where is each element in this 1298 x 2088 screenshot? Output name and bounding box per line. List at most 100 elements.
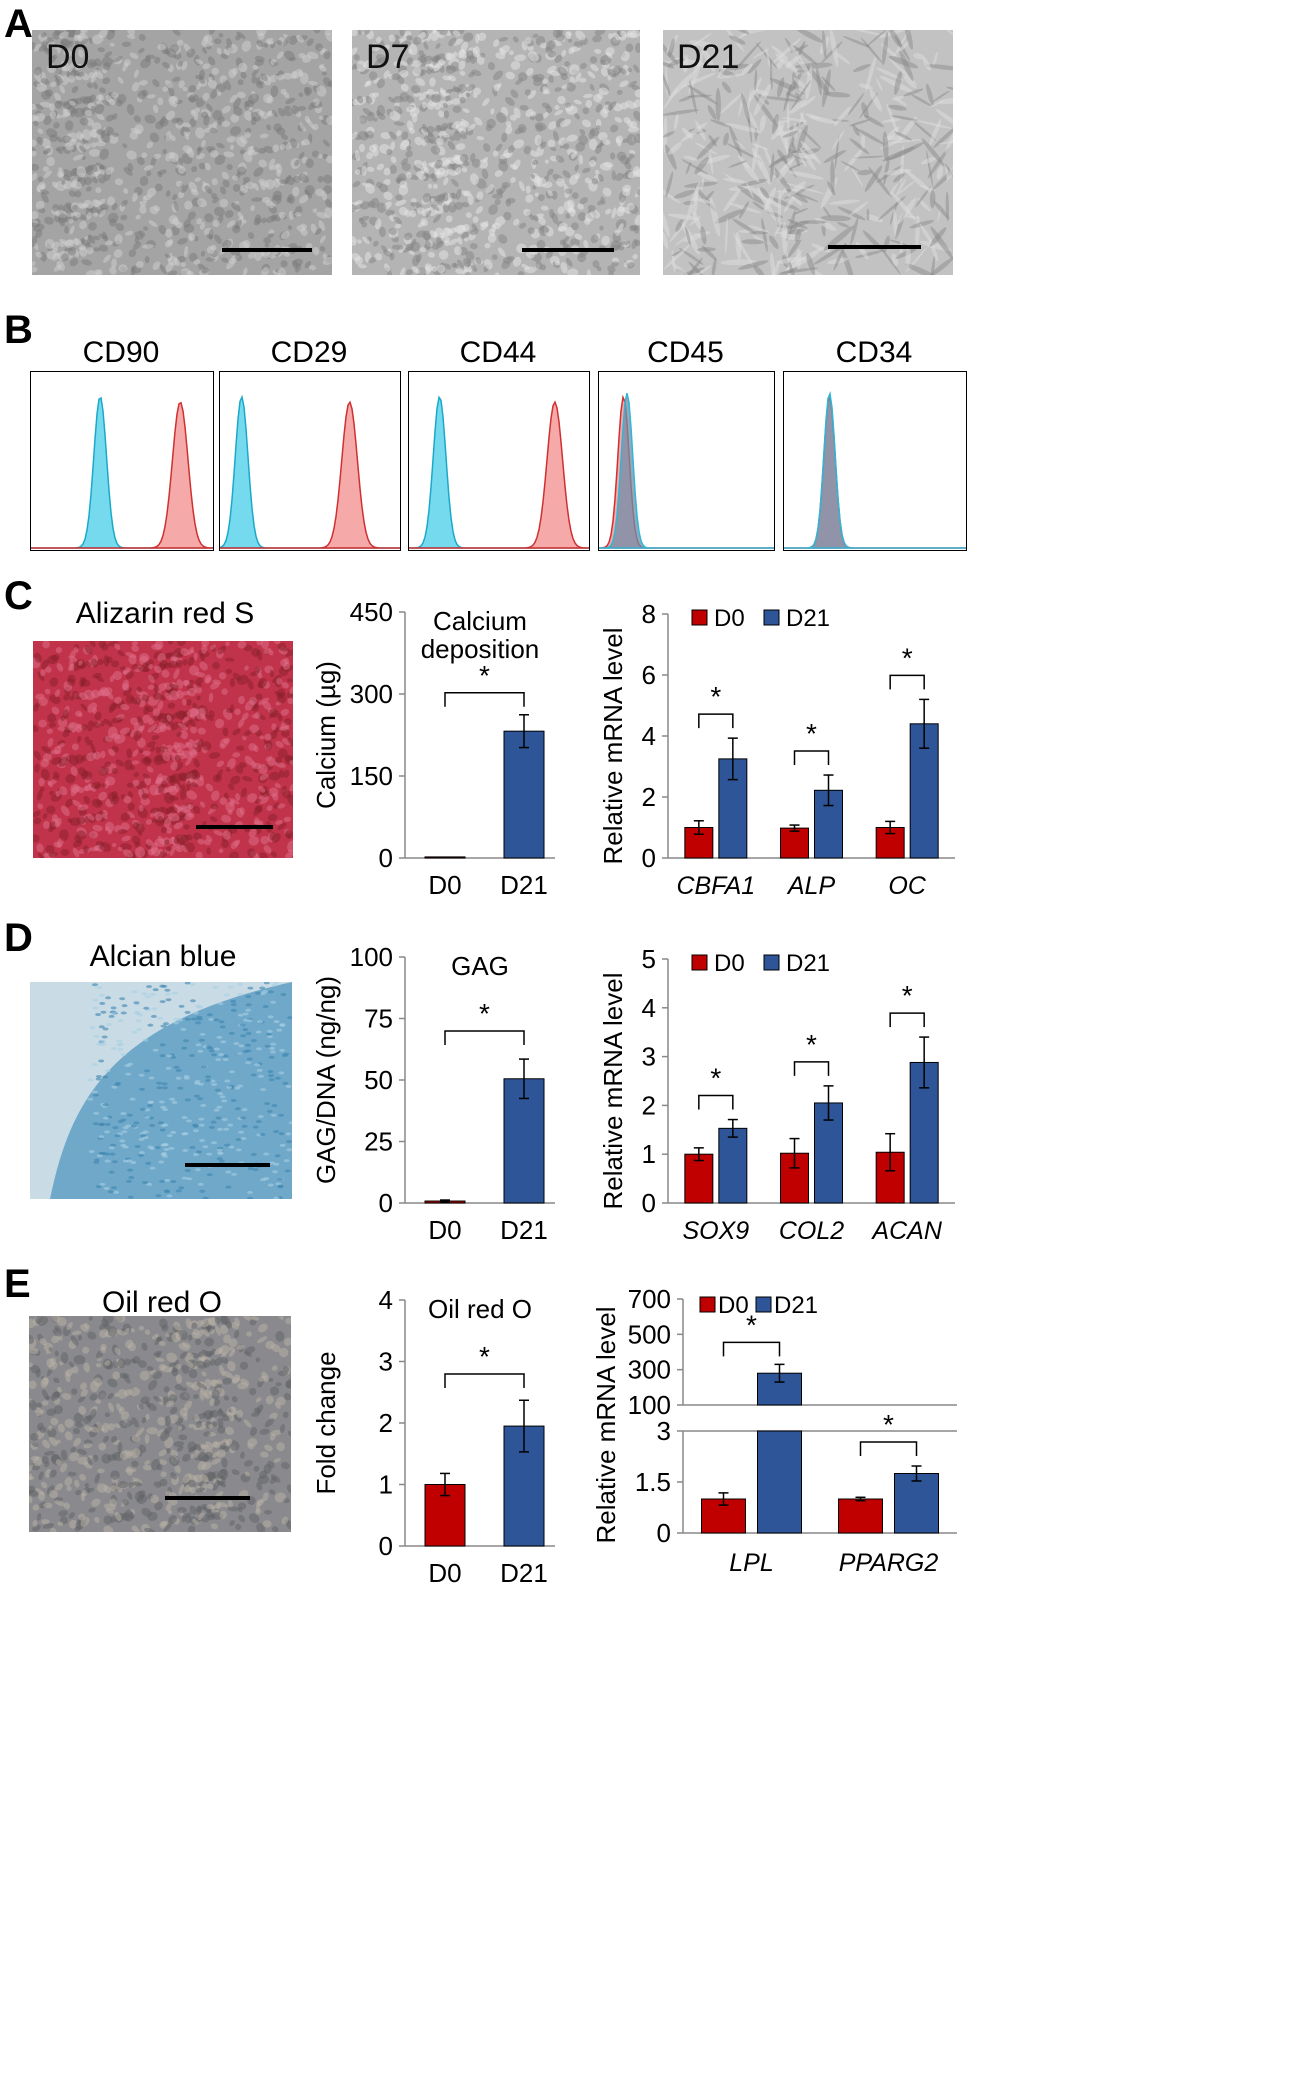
chart-title: deposition [421, 634, 540, 664]
legend-swatch [763, 609, 780, 626]
legend-label: D21 [786, 605, 830, 632]
bar-d21 [503, 1078, 545, 1204]
legend-label: D21 [786, 950, 830, 977]
x-tick-label: D21 [500, 870, 548, 900]
scale-bar [828, 245, 921, 249]
y-tick-label: 3 [379, 1347, 393, 1377]
significance-bracket [698, 713, 734, 729]
panel-letter-b: B [4, 308, 33, 352]
legend-label: D0 [714, 605, 745, 632]
flow-marker-label: CD29 [270, 336, 348, 369]
bar-d21 [718, 1127, 748, 1204]
significance-star: * [806, 1029, 817, 1060]
bar-d0 [424, 856, 466, 859]
y-tick-label: 4 [379, 1285, 393, 1315]
significance-bracket [889, 1012, 925, 1028]
y-tick-label: 0 [642, 1188, 656, 1218]
y-axis-label: Relative mRNA level [598, 973, 628, 1210]
adipogenic-mrna-chart: 100 300 500 700 0 1.5 3 Relative mRNA level LPL *… [591, 1284, 957, 1577]
calcium-deposition-chart: 0 150 300 450 Calcium (µg) D0 D21 Calciumdeposi… [311, 597, 555, 900]
y-tick-label: 100 [350, 942, 393, 972]
y-upper-tick-label: 300 [628, 1355, 671, 1385]
significance-bracket [793, 1061, 830, 1076]
y-tick-label: 50 [364, 1065, 393, 1095]
x-tick-label: ACAN [870, 1217, 942, 1245]
cell-texture-d7 [352, 30, 640, 275]
significance-star: * [479, 998, 490, 1029]
significance-bracket [793, 750, 830, 766]
micrograph-d0: D0 [32, 30, 332, 275]
y-tick-label: 1 [379, 1470, 393, 1500]
chondrogenic-mrna-chart: 0 1 2 3 4 5 Relative mRNA level SOX9 * COL2 * ACAN *… [598, 944, 955, 1245]
stain-texture [30, 982, 292, 1199]
bar-d0 [684, 1153, 714, 1204]
y-tick-label: 2 [642, 1090, 656, 1120]
legend-label: D21 [774, 1292, 818, 1319]
y-axis-label: Relative mRNA level [591, 1307, 621, 1544]
legend-label: D0 [714, 950, 745, 977]
micrograph-d21: D21 [663, 30, 953, 275]
legend-swatch [691, 609, 708, 626]
x-tick-label: SOX9 [682, 1217, 749, 1245]
micrograph-label-d7: D7 [366, 38, 410, 76]
y-axis-label: Calcium (µg) [311, 661, 341, 809]
x-tick-label: OC [888, 872, 926, 900]
y-axis-label: Fold change [311, 1351, 341, 1494]
y-tick-label: 8 [642, 599, 656, 629]
scale-bar [185, 1163, 270, 1167]
flow-histogram [598, 371, 775, 551]
x-tick-label: D0 [428, 870, 461, 900]
x-tick-label: D0 [428, 1558, 461, 1588]
x-tick-label: COL2 [779, 1217, 844, 1245]
bar-d21 [894, 1473, 939, 1534]
panel-letter-e: E [4, 1262, 31, 1306]
gag-chart: 0 25 50 75 100 GAG/DNA (ng/ng) D0 D21 GAG * [311, 942, 555, 1245]
significance-bracket [698, 1094, 734, 1110]
significance-bracket [889, 674, 925, 690]
x-tick-label: D21 [500, 1215, 548, 1245]
legend-swatch [699, 1296, 716, 1313]
panel-letter-a: A [4, 2, 33, 46]
significance-bracket [444, 1373, 525, 1388]
y-tick-label: 4 [642, 993, 656, 1023]
y-tick-label: 450 [350, 597, 393, 627]
significance-star: * [479, 1341, 490, 1372]
alizarin-red-image [33, 641, 293, 858]
stain-title-alizarin: Alizarin red S [75, 597, 255, 630]
flow-histogram [408, 371, 590, 551]
scale-bar [522, 248, 614, 252]
y-upper-tick-label: 500 [628, 1319, 671, 1349]
significance-star: * [883, 1409, 894, 1440]
x-tick-label: D0 [428, 1215, 461, 1245]
chart-title: GAG [451, 951, 509, 981]
panel-letter-c: C [4, 574, 33, 618]
bar-d0 [838, 1498, 883, 1534]
y-tick-label: 6 [642, 660, 656, 690]
y-upper-tick-label: 100 [628, 1390, 671, 1420]
bar-d0 [780, 827, 809, 859]
y-axis-label: Relative mRNA level [598, 628, 628, 865]
scale-bar [222, 248, 312, 252]
oil-red-o-chart: 0 1 2 3 4 Fold change D0 D21 Oil red O * [311, 1285, 555, 1588]
significance-star: * [746, 1309, 757, 1340]
y-axis-label: GAG/DNA (ng/ng) [311, 976, 341, 1184]
legend-swatch [763, 954, 780, 971]
significance-bracket [859, 1441, 918, 1457]
oil-red-o-image [29, 1316, 291, 1532]
chart-title: Calcium [433, 606, 527, 636]
significance-star: * [710, 681, 721, 712]
flow-marker-label: CD90 [82, 336, 160, 369]
x-tick-label: PPARG2 [839, 1549, 939, 1577]
legend-swatch [755, 1296, 772, 1313]
x-tick-label: ALP [786, 872, 836, 900]
significance-star: * [710, 1063, 721, 1094]
significance-star: * [902, 980, 913, 1011]
flow-histogram [783, 371, 967, 551]
stain-texture [29, 1316, 291, 1532]
flow-histogram [219, 371, 401, 551]
micrograph-label-d0: D0 [46, 38, 90, 76]
significance-bracket [722, 1341, 781, 1357]
y-tick-label: 3 [642, 1042, 656, 1072]
y-upper-tick-label: 700 [628, 1284, 671, 1314]
scale-bar [196, 825, 273, 829]
